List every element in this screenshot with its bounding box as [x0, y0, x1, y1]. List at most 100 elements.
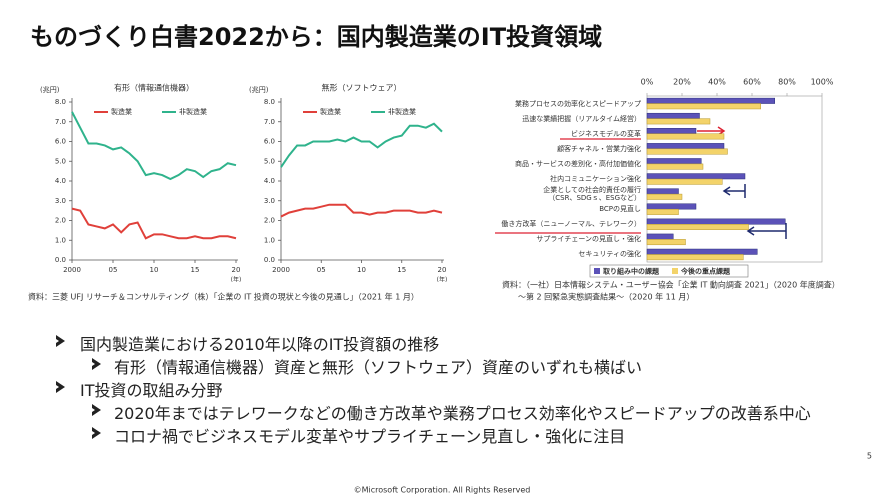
x-tick-label: 05 — [109, 266, 118, 274]
bar — [646, 224, 749, 230]
legend-swatch — [672, 268, 678, 274]
y-tick-label: 7.0 — [264, 118, 275, 126]
source-note: 資料：（一社）日本情報システム・ユーザー協会「企業 IT 動向調査 2021」（… — [502, 280, 840, 290]
legend-label: 製造業 — [111, 107, 132, 116]
slide-title: ものづくり白書2022から：国内製造業のIT投資領域 — [30, 23, 602, 51]
bullet-marker — [92, 358, 101, 370]
legend-label: 製造業 — [320, 107, 341, 116]
x-tick-label: 20% — [673, 78, 691, 87]
x-tick-label: 10 — [150, 266, 159, 274]
bullet-text: 国内製造業における2010年以降のIT投資額の推移 — [80, 335, 440, 354]
sub-bullet-text: 2020年まではテレワークなどの働き方改革や業務プロセス効率化やスピードアップの… — [114, 404, 811, 423]
y-tick-label: 0.0 — [264, 256, 275, 264]
bar — [646, 208, 679, 215]
source-note: ～第 2 回緊急実態調査結果～（2020 年 11 月） — [518, 292, 694, 302]
change-arrow — [722, 184, 746, 198]
bar — [646, 233, 674, 240]
source-note: 資料：三菱 UFJ リサーチ＆コンサルティング（株）「企業の IT 投資の現状と… — [28, 292, 419, 302]
category-label: セキュリティの強化 — [578, 250, 641, 259]
y-tick-label: 7.0 — [55, 118, 66, 126]
bar — [646, 118, 711, 125]
x-tick-label: 15 — [191, 266, 200, 274]
y-tick-label: 6.0 — [264, 138, 275, 146]
bar — [646, 163, 704, 170]
bar — [646, 97, 775, 104]
sub-bullet-text: コロナ禍でビジネスモデル変革やサプライチェーン見直し・強化に注目 — [114, 427, 626, 446]
category-label: 企業としての社会的責任の履行 （CSR、SDGｓ、ESGなど） — [543, 186, 641, 203]
bar — [646, 239, 686, 246]
y-tick-label: 3.0 — [264, 197, 275, 205]
bar — [646, 188, 679, 195]
bar — [646, 254, 744, 261]
legend-label: 非製造業 — [388, 107, 416, 116]
bar — [646, 158, 702, 165]
x-tick-label: 40% — [708, 78, 726, 87]
y-axis-label: (兆円) — [249, 85, 269, 94]
y-tick-label: 8.0 — [55, 98, 66, 106]
x-tick-label: 2000 — [272, 266, 290, 274]
category-label: BCPの見直し — [599, 205, 641, 214]
category-label: 迅速な業績把握（リアルタイム経営） — [522, 114, 641, 123]
bar — [646, 218, 786, 225]
bullet-marker — [92, 427, 101, 439]
data-line — [280, 203, 443, 218]
bar — [646, 112, 700, 119]
bar — [646, 143, 725, 150]
data-line — [71, 111, 237, 181]
x-tick-label: 60% — [743, 78, 761, 87]
legend-label: 今後の重点課題 — [680, 267, 731, 276]
category-label: 顧客チャネル・営業力強化 — [557, 144, 641, 153]
chart-title: 無形（ソフトウェア） — [322, 83, 402, 93]
bullet-marker — [56, 335, 65, 347]
category-label: サプライチェーンの見直し・強化 — [536, 235, 641, 244]
y-tick-label: 6.0 — [55, 138, 66, 146]
x-tick-label: 80% — [778, 78, 796, 87]
change-arrow — [746, 223, 787, 239]
legend-swatch — [594, 268, 600, 274]
y-tick-label: 0.0 — [55, 256, 66, 264]
x-tick-label: 20 — [438, 266, 447, 274]
x-tick-label: 2000 — [63, 266, 81, 274]
category-label: ビジネスモデルの変革 — [571, 129, 641, 138]
legend-frame — [589, 264, 749, 278]
bar — [646, 203, 697, 210]
category-label: 働き方改革（ニューノーマル、テレワーク） — [501, 220, 641, 229]
bar — [646, 103, 761, 110]
x-tick-label: 10 — [357, 266, 366, 274]
bar — [646, 133, 725, 140]
data-line — [71, 207, 237, 240]
sub-bullet-text: 有形（情報通信機器）資産と無形（ソフトウェア）資産のいずれも横ばい — [114, 358, 643, 377]
bullet-text: IT投資の取組み分野 — [80, 381, 223, 400]
bar — [646, 173, 746, 180]
y-tick-label: 1.0 — [55, 236, 66, 244]
category-label: 業務プロセスの効率化とスピードアップ — [515, 99, 641, 108]
x-tick-label: 15 — [397, 266, 406, 274]
bar — [646, 178, 723, 185]
chart-title: 有形（情報通信機器） — [114, 83, 194, 93]
x-tick-label: 0% — [641, 78, 654, 87]
page-number: 5 — [867, 452, 872, 461]
data-line — [280, 122, 443, 168]
footer: ©Microsoft Corporation. All Rights Reser… — [354, 486, 531, 495]
bullet-marker — [56, 381, 65, 393]
y-tick-label: 4.0 — [55, 177, 66, 185]
x-axis-label: (年) — [437, 276, 448, 284]
bar — [646, 248, 758, 255]
y-tick-label: 3.0 — [55, 197, 66, 205]
x-tick-label: 20 — [232, 266, 241, 274]
y-tick-label: 1.0 — [264, 236, 275, 244]
y-axis-label: (兆円) — [40, 85, 60, 94]
category-label: 社内コミュニケーション強化 — [550, 175, 641, 183]
x-axis-label: (年) — [231, 276, 242, 284]
y-tick-label: 5.0 — [55, 157, 66, 165]
x-tick-label: 05 — [317, 266, 326, 274]
legend-label: 非製造業 — [179, 107, 207, 116]
bar — [646, 148, 728, 155]
y-tick-label: 4.0 — [264, 177, 275, 185]
bar — [646, 193, 683, 200]
y-tick-label: 2.0 — [55, 217, 66, 225]
bullet-marker — [92, 404, 101, 416]
x-tick-label: 100% — [811, 78, 834, 87]
